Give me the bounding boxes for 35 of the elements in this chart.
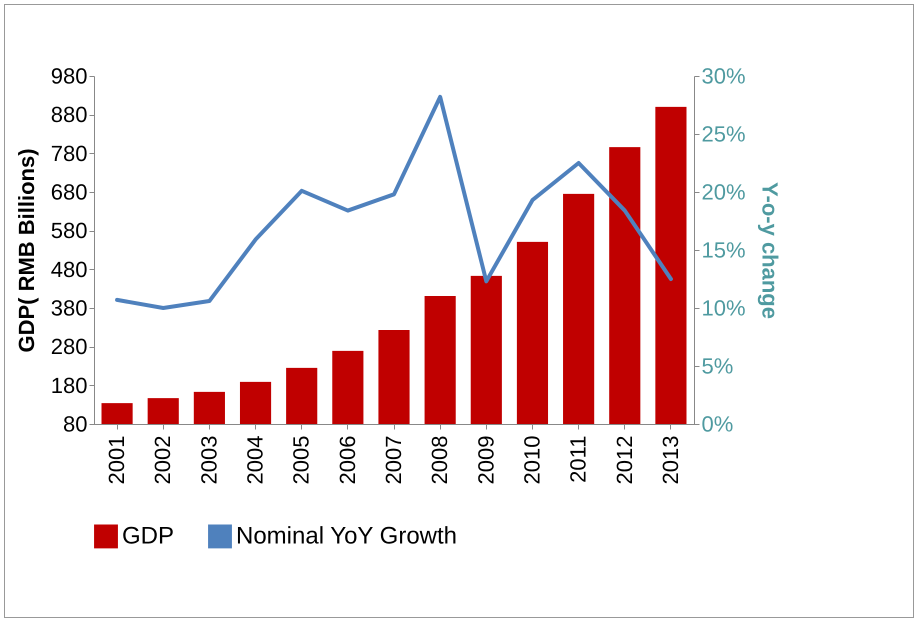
y2-tick-label: 20% [702,180,746,204]
y-tick-label: 180 [50,372,88,398]
y2-tick-label: 5% [702,354,734,378]
x-tick-label: 2005 [288,436,314,484]
x-tick-label: 2010 [519,436,544,484]
y2-tick-label: 10% [702,296,746,320]
y-tick-label: 780 [50,140,88,166]
legend-label: Nominal YoY Growth [236,522,458,550]
y-tick-label: 680 [50,180,88,204]
y-tick-label: 580 [50,218,88,244]
x-tick-label: 2008 [427,436,452,484]
y2-tick-label: 0% [702,412,734,436]
line-series [115,94,673,310]
x-tick-label: 2004 [242,436,268,484]
y2-tick-label: 15% [702,238,746,262]
y-tick-label: 480 [50,256,88,282]
x-tick-label: 2009 [473,436,498,484]
y-tick-label: 280 [50,334,88,360]
x-tick-label: 2012 [612,436,637,484]
x-tick-label: 2007 [381,436,406,484]
y-tick-label: 80 [63,412,88,436]
legend-label: GDP [122,522,174,550]
y-tick-label: 880 [50,102,88,128]
x-tick-label: 2013 [658,436,683,484]
y2-axis-title: Y-o-y change [758,182,783,319]
y-tick-label: 980 [50,64,88,88]
x-tick-label: 2006 [334,436,360,484]
x-tick-label: 2001 [104,436,130,484]
y2-tick-label: 25% [702,122,746,146]
y2-tick-label: 30% [702,64,746,88]
y-axis-title: GDP( RMB Billions) [14,148,39,353]
y-tick-label: 380 [50,296,88,320]
x-tick-label: 2002 [150,436,176,484]
x-tick-label: 2003 [196,436,222,484]
x-tick-label: 2011 [566,436,591,483]
